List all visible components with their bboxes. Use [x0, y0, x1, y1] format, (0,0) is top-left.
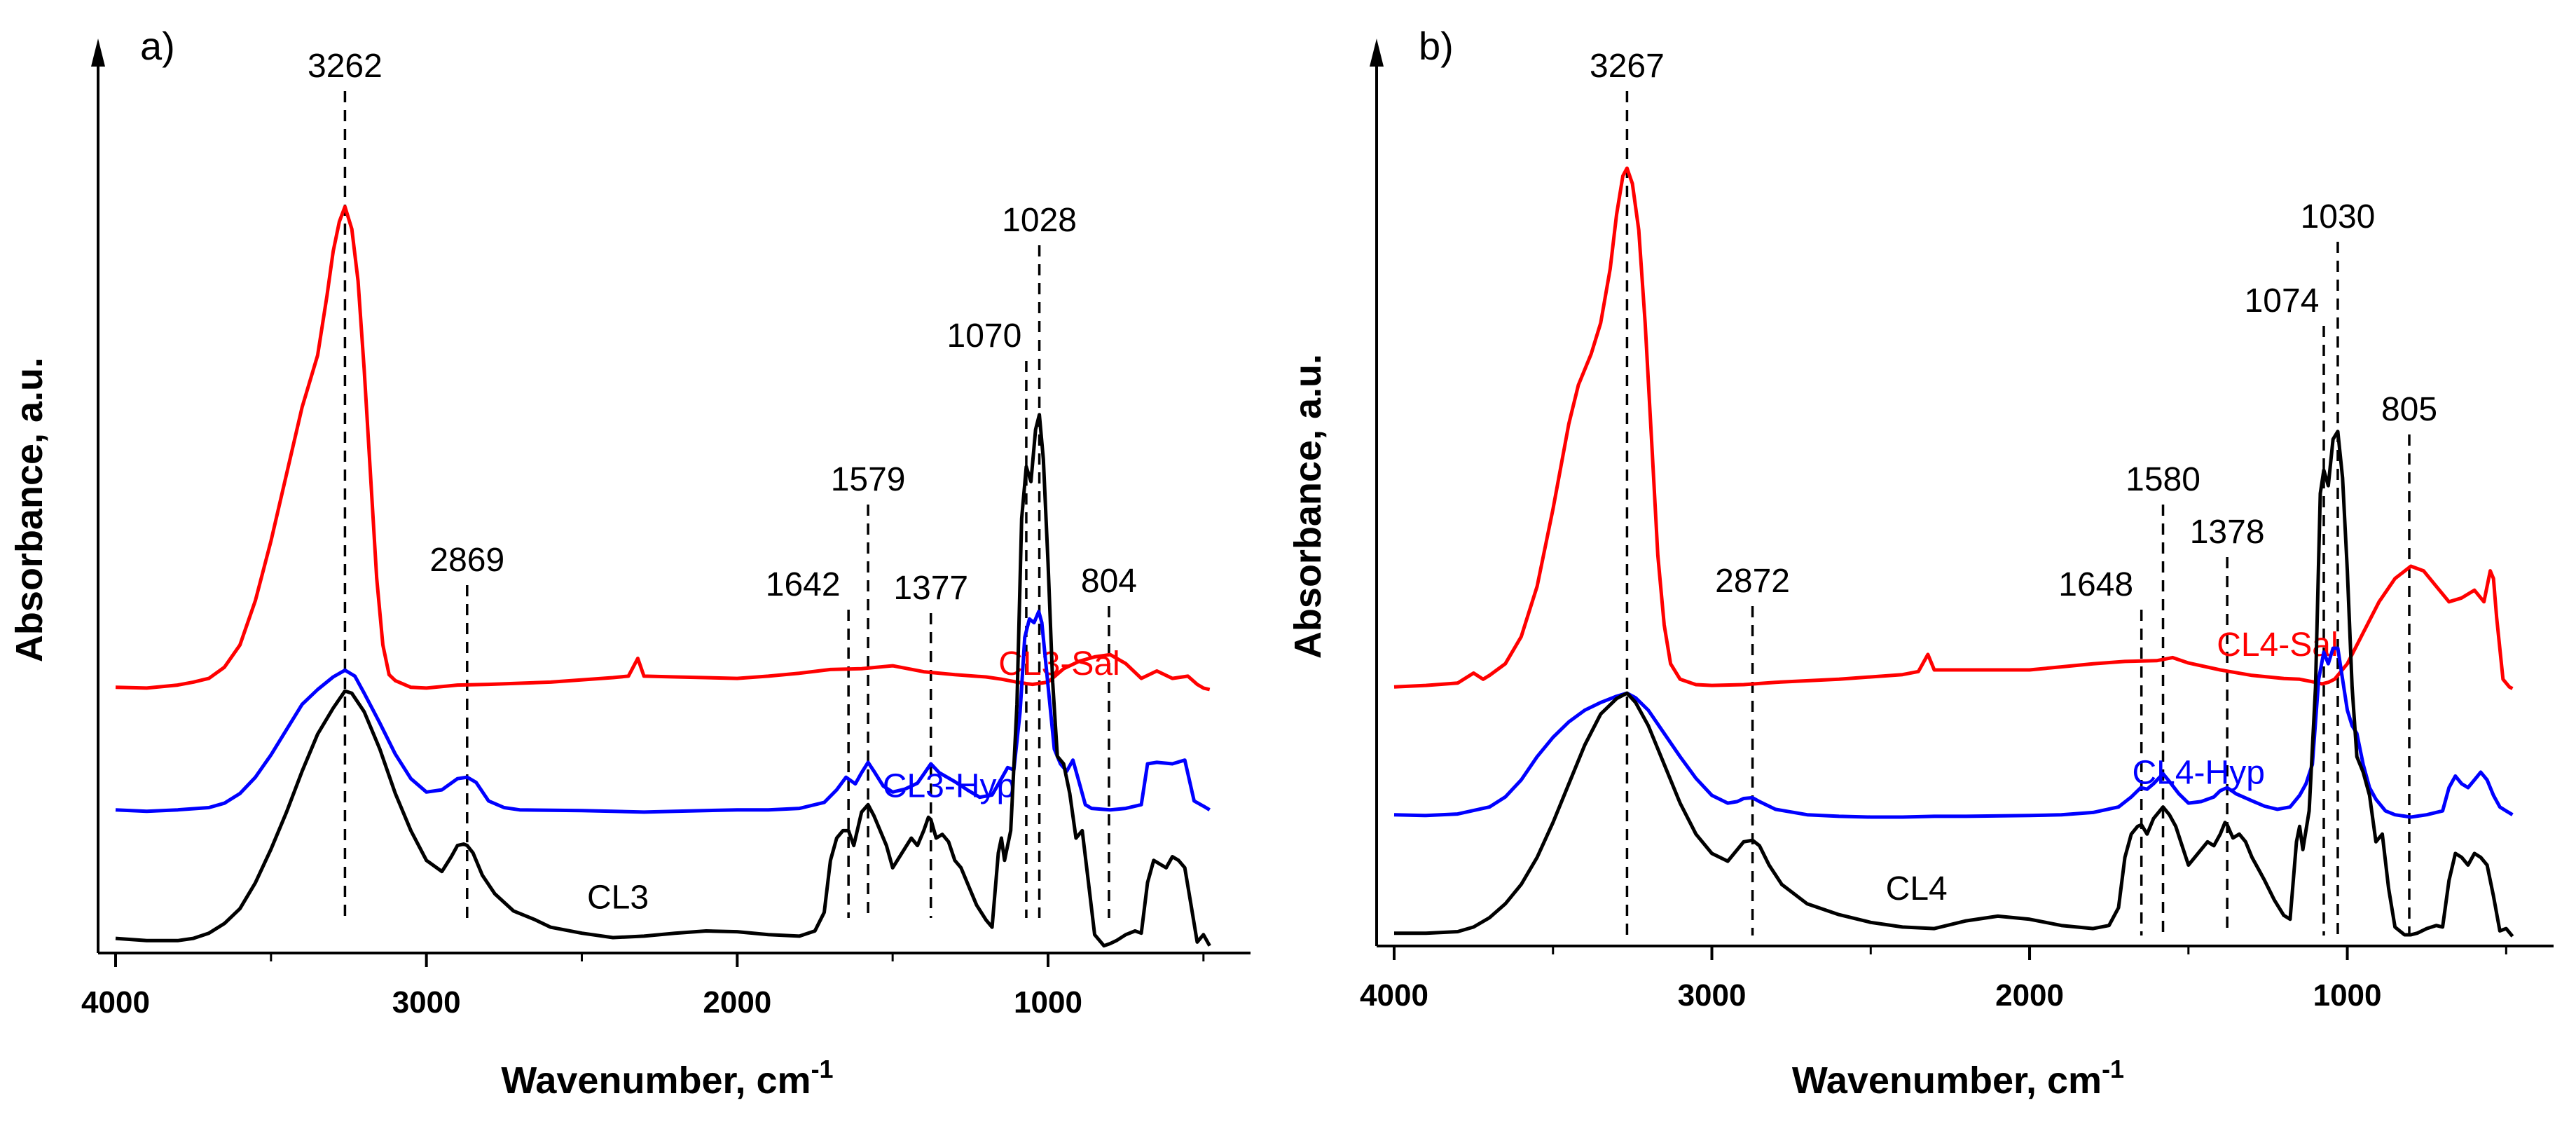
x-tick-label: 2000 — [703, 985, 771, 1020]
peak-label: 1642 — [766, 566, 841, 603]
series-line-cl4-hyp — [1393, 646, 2514, 819]
panel-b: 4000 3000 2000 1000 Wavenumber, cm-1 Absorban… — [1287, 24, 2554, 1102]
peak-label: 804 — [1081, 563, 1137, 600]
series-label: CL4-Sal — [2217, 626, 2338, 664]
peak-label: 1580 — [2126, 461, 2200, 498]
peak-label: 1030 — [2301, 198, 2376, 235]
x-tick-label: 2000 — [1995, 978, 2064, 1013]
x-tick-label: 4000 — [81, 985, 150, 1020]
peak-label: 2872 — [1715, 563, 1790, 600]
peak-label: 1377 — [893, 570, 968, 607]
x-tick-label: 3000 — [392, 985, 461, 1020]
panel-a: 4000 3000 2000 1000 Wavenumber, cm-1 Absorban… — [8, 24, 1251, 1102]
x-tick-label: 3000 — [1678, 978, 1747, 1013]
x-axis-title-main: Wavenumber, cm — [1792, 1060, 2102, 1102]
series-line-cl4-sal — [1393, 166, 2514, 690]
peak-label: 3267 — [1590, 48, 1665, 85]
peak-label: 1028 — [1002, 202, 1077, 239]
series-label: CL3 — [587, 879, 649, 917]
peak-label: 1070 — [947, 317, 1022, 355]
x-axis-title-main: Wavenumber, cm — [501, 1060, 811, 1102]
x-tick-label: 4000 — [1360, 978, 1428, 1013]
series-line-cl3-sal — [115, 205, 1211, 692]
x-tick-label: 1000 — [2313, 978, 2382, 1013]
series-line-cl4 — [1394, 430, 2514, 938]
peak-label: 1579 — [831, 461, 906, 498]
y-axis-title: Absorbance, a.u. — [1287, 354, 1329, 659]
series-label: CL3-Hyp — [883, 768, 1015, 805]
y-axis-title: Absorbance, a.u. — [8, 357, 50, 662]
peak-label: 805 — [2381, 391, 2437, 428]
x-axis-title: Wavenumber, cm-1 — [501, 1055, 833, 1102]
peak-label: 3262 — [308, 48, 383, 85]
x-axis-title-superscript: -1 — [811, 1055, 834, 1083]
x-axis-title: Wavenumber, cm-1 — [1792, 1055, 2124, 1102]
series-line-cl3 — [115, 413, 1211, 948]
peak-label: 1648 — [2058, 566, 2133, 603]
panel-label: b) — [1419, 24, 1454, 68]
series-label: CL4 — [1886, 870, 1948, 907]
peak-label: 2869 — [429, 542, 504, 579]
series-line-cl3-hyp — [115, 610, 1211, 814]
series-label: CL4-Hyp — [2132, 754, 2264, 791]
peak-label: 1074 — [2245, 282, 2320, 320]
x-axis-title-superscript: -1 — [2102, 1055, 2124, 1083]
panel-label: a) — [140, 24, 175, 68]
peak-label: 1378 — [2190, 514, 2265, 551]
y-axis-arrow-icon — [1370, 39, 1384, 67]
y-axis-arrow-icon — [91, 39, 105, 67]
x-tick-label: 1000 — [1014, 985, 1082, 1020]
